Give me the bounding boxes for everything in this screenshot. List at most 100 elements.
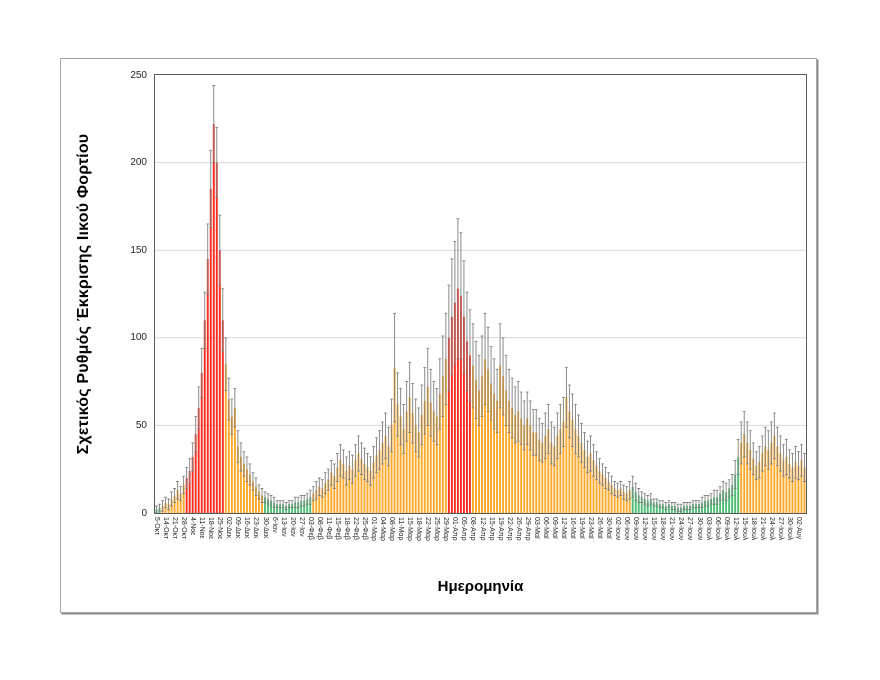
x-tick-label: 14-Οκτ [162, 517, 170, 539]
error-bar [546, 403, 550, 454]
bar [459, 295, 462, 513]
error-bar [510, 377, 514, 439]
x-tick-label: 25-Φεβ [360, 517, 368, 540]
bar [390, 425, 393, 513]
bar [640, 497, 643, 513]
bar [782, 460, 785, 513]
bar [375, 455, 378, 513]
bar [303, 500, 306, 513]
bar [601, 474, 604, 513]
error-bar [730, 474, 734, 496]
bar [475, 379, 477, 513]
error-bar [769, 421, 773, 465]
error-bar [483, 312, 487, 405]
bar [330, 472, 333, 513]
bar [550, 442, 553, 513]
error-bar [456, 218, 460, 360]
bar [408, 397, 411, 513]
error-bar [360, 442, 363, 475]
error-bar [649, 493, 653, 505]
bar [420, 414, 423, 513]
bar [695, 504, 697, 513]
error-bar [574, 403, 577, 454]
bar [478, 390, 480, 513]
x-tick-label: 21-Ιουν [668, 517, 676, 541]
error-bar [284, 502, 288, 510]
bar [402, 428, 405, 513]
error-bar [332, 463, 336, 489]
error-bar [577, 414, 580, 458]
error-bar [450, 258, 454, 376]
bar [423, 400, 426, 513]
x-tick-label: 11-Μαρ [397, 517, 405, 541]
bar [508, 400, 511, 513]
y-tick-label: 250 [130, 69, 147, 81]
error-bar [531, 409, 535, 456]
error-bar [155, 505, 158, 513]
error-bar [357, 435, 360, 472]
bar [574, 428, 577, 513]
bar [369, 471, 372, 513]
bar [309, 497, 312, 513]
error-bar [766, 430, 770, 470]
bar [414, 425, 417, 513]
error-bar [631, 475, 635, 498]
bar [203, 320, 206, 513]
x-tick-label: 28-Οκτ [180, 517, 188, 539]
bar [315, 490, 318, 513]
error-bar [513, 386, 517, 444]
error-bar [314, 481, 318, 500]
bar [411, 413, 414, 513]
error-bar [676, 503, 680, 512]
bar [405, 411, 408, 513]
bar [643, 499, 646, 513]
error-bar [474, 340, 478, 419]
bar [541, 442, 544, 513]
x-tick-label: 12-Ιουλ [731, 517, 739, 541]
bar [182, 485, 185, 513]
bar [749, 449, 752, 513]
error-bar [742, 410, 746, 458]
y-axis-title: Σχετικός Ρυθμός Έκκρισης Ιικού Φορτίου [75, 133, 92, 455]
error-bar [224, 337, 228, 391]
error-bar [176, 481, 179, 500]
error-bar [679, 503, 683, 512]
bar [547, 428, 550, 513]
error-bar [218, 214, 222, 286]
bar [520, 418, 523, 513]
error-bar [158, 503, 161, 512]
bar [185, 478, 188, 513]
error-bar [748, 430, 752, 470]
error-bar [221, 288, 225, 353]
error-bar [703, 495, 707, 507]
x-tick-label: 5-Οκτ [153, 517, 160, 535]
bar [580, 442, 583, 513]
x-tick-label: 12-Μαϊ [559, 517, 567, 539]
error-bar [396, 372, 400, 437]
error-bar [290, 500, 294, 509]
error-bar [179, 486, 183, 502]
error-bar [414, 398, 418, 453]
bar [354, 460, 357, 513]
x-tick-label: 08-Φεβ [315, 517, 323, 540]
bar [465, 341, 468, 513]
error-bar [468, 309, 472, 402]
error-bar [528, 400, 532, 451]
bar [487, 369, 489, 513]
bar [637, 495, 640, 513]
bar [447, 337, 450, 513]
bar [230, 416, 233, 513]
bar [221, 320, 224, 513]
x-tick-label: 09-Ιουλ [722, 517, 730, 541]
error-bar [558, 403, 562, 454]
error-bar [682, 502, 686, 510]
error-bar [402, 403, 406, 454]
bar [752, 458, 755, 513]
error-bar [501, 337, 505, 416]
bar [233, 407, 236, 513]
bar [472, 365, 474, 513]
bar [453, 302, 456, 513]
bar [652, 502, 655, 513]
error-bar [233, 388, 237, 428]
x-tick-label: 08-Απρ [469, 517, 477, 541]
